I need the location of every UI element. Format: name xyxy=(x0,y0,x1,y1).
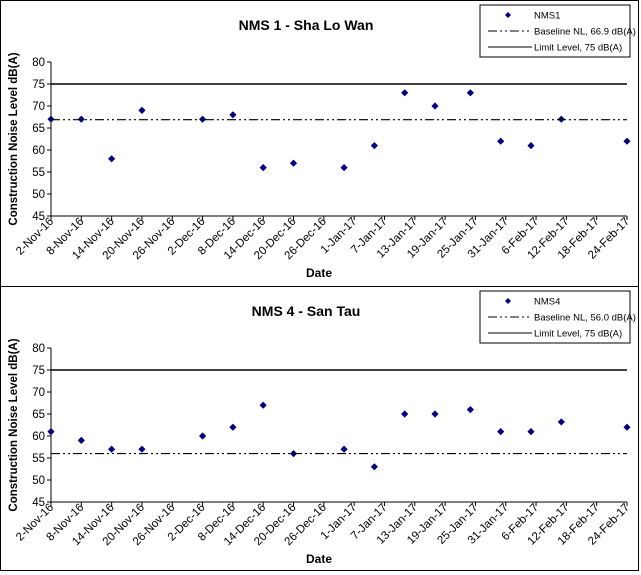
y-axis-title: Construction Noise Level dB(A) xyxy=(8,338,20,511)
data-point xyxy=(198,115,207,123)
data-point xyxy=(497,428,505,436)
data-point xyxy=(340,164,348,172)
chart-panel-nms1: NMS 1 - Sha Lo Wan 45 50 55 60 65 70 75 80 2-Nov-… xyxy=(0,0,639,287)
chart-title: NMS 1 - Sha Lo Wan xyxy=(239,17,374,33)
legend-entry-label: Baseline NL, 66.9 dB(A) xyxy=(534,27,636,38)
y-tick-label: 70 xyxy=(32,387,45,399)
legend-entry-label: Limit Level, 75 dB(A) xyxy=(534,329,622,340)
data-point xyxy=(108,445,116,453)
y-tick-label: 75 xyxy=(32,365,45,377)
x-axis-title: Date xyxy=(306,552,332,566)
legend-entry-label: NMS1 xyxy=(534,11,560,22)
data-point xyxy=(527,142,535,150)
data-point xyxy=(401,89,409,97)
data-point xyxy=(108,155,116,163)
chart-panel-nms4: NMS 4 - San Tau 45 50 55 60 65 70 75 80 2-Nov-16 8… xyxy=(0,286,639,571)
y-tick-label: 50 xyxy=(32,475,45,487)
data-point xyxy=(466,406,474,414)
data-point xyxy=(138,106,146,114)
legend-entry-label: Baseline NL, 56.0 dB(A) xyxy=(534,313,636,324)
legend-marker-symbol xyxy=(505,298,511,304)
data-point xyxy=(557,418,565,426)
data-point xyxy=(138,445,146,453)
chart-nms4: NMS 4 - San Tau45505560657075802-Nov-168… xyxy=(8,290,636,566)
data-point xyxy=(370,463,378,471)
data-point xyxy=(77,436,85,444)
y-tick-label: 45 xyxy=(32,497,45,509)
legend-entry-label: Limit Level, 75 dB(A) xyxy=(534,43,622,54)
y-tick-label: 75 xyxy=(32,79,45,91)
data-point xyxy=(340,445,348,453)
data-point xyxy=(47,428,55,436)
y-tick-label: 80 xyxy=(32,57,45,69)
data-point xyxy=(401,410,409,418)
legend-entry-label: NMS4 xyxy=(534,297,560,308)
y-tick-label: 80 xyxy=(32,343,45,355)
data-point xyxy=(259,164,267,172)
data-point xyxy=(289,159,298,167)
x-axis-title: Date xyxy=(306,266,332,280)
y-tick-label: 55 xyxy=(32,453,45,465)
y-tick-label: 60 xyxy=(32,145,45,157)
y-tick-label: 65 xyxy=(32,409,45,421)
data-point xyxy=(466,89,474,97)
data-point xyxy=(259,401,267,409)
data-point xyxy=(527,428,535,436)
y-tick-label: 55 xyxy=(32,167,45,179)
data-point xyxy=(370,142,378,150)
data-point xyxy=(229,111,237,119)
data-point xyxy=(497,137,505,145)
data-point xyxy=(623,137,631,145)
chart-title: NMS 4 - San Tau xyxy=(252,303,361,319)
y-axis-title: Construction Noise Level dB(A) xyxy=(8,52,20,225)
data-point xyxy=(431,102,439,110)
y-tick-label: 65 xyxy=(32,123,45,135)
y-tick-label: 45 xyxy=(32,211,45,223)
legend-marker-symbol xyxy=(505,12,511,18)
data-point xyxy=(229,423,237,431)
y-tick-label: 60 xyxy=(32,431,45,443)
data-point xyxy=(431,410,439,418)
data-point xyxy=(198,432,207,440)
data-point xyxy=(623,423,631,431)
y-tick-label: 50 xyxy=(32,189,45,201)
chart-nms1: NMS 1 - Sha Lo Wan45505560657075802-Nov-… xyxy=(8,4,636,280)
y-tick-label: 70 xyxy=(32,101,45,113)
